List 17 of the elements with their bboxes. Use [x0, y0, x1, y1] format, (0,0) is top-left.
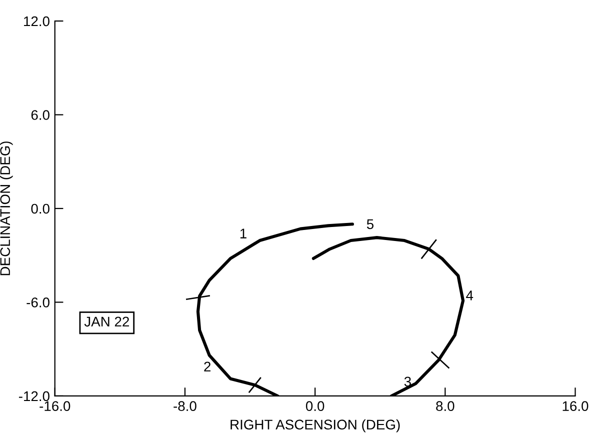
- x-tick-label: 16.0: [562, 401, 588, 412]
- x-tick-label: 8.0: [436, 401, 454, 412]
- annotation: 4: [466, 290, 474, 300]
- annotation: 5: [366, 219, 374, 230]
- annotation: JAN 22: [84, 316, 129, 327]
- x-axis-title: RIGHT ASCENSION (DEG): [230, 419, 400, 432]
- y-axis-title: DECLINATION (DEG): [0, 142, 13, 276]
- annotation: 1: [240, 228, 246, 238]
- x-tick-label: 0.0: [306, 401, 324, 412]
- y-tick-label: -6.0: [26, 298, 50, 308]
- y-tick-label: 12.0: [24, 16, 50, 26]
- annotation: 2: [204, 362, 211, 372]
- y-tick-label: 0.0: [31, 204, 50, 214]
- y-tick-label: -12.0: [18, 391, 50, 402]
- x-tick-label: -16.0: [40, 401, 70, 412]
- y-tick-label: 6.0: [31, 110, 50, 120]
- x-tick-label: -8.0: [174, 401, 196, 412]
